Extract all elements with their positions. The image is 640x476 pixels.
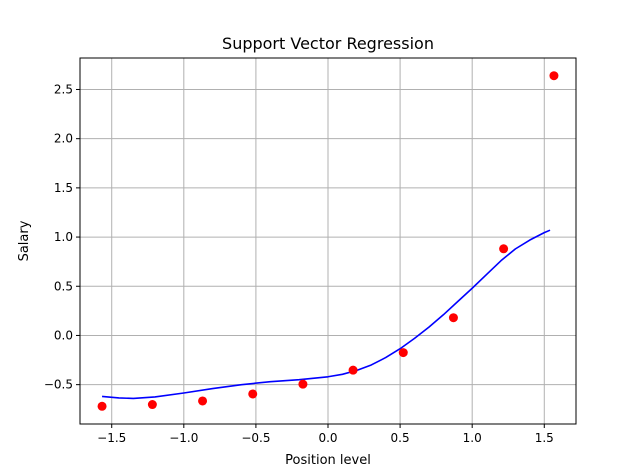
x-tick-label: −1.5 <box>97 431 126 445</box>
data-points <box>97 71 559 411</box>
data-point <box>97 401 107 411</box>
x-tick-label: 0.5 <box>391 431 410 445</box>
y-tick-label: 0.5 <box>54 279 73 293</box>
y-tick-label: 1.0 <box>54 230 73 244</box>
y-tick-label: 0.0 <box>54 328 73 342</box>
data-point <box>147 400 157 410</box>
y-tick-label: 2.0 <box>54 132 73 146</box>
x-tick-label: 0.0 <box>318 431 337 445</box>
y-tick-label: 1.5 <box>54 181 73 195</box>
y-axis-label: Salary <box>17 220 32 261</box>
data-point <box>348 365 358 375</box>
x-tick-label: −0.5 <box>241 431 270 445</box>
x-axis-label: Position level <box>285 453 371 468</box>
data-point <box>298 379 308 389</box>
x-axis-ticks: −1.5 −1.0 −0.5 0.0 0.5 1.0 1.5 <box>97 424 554 445</box>
x-tick-label: 1.0 <box>463 431 482 445</box>
data-point <box>248 389 258 399</box>
data-point <box>198 396 208 406</box>
svr-regression-line <box>101 229 551 400</box>
data-point <box>448 313 458 323</box>
y-axis-ticks: −0.5 0.0 0.5 1.0 1.5 2.0 2.5 <box>44 82 80 392</box>
chart-title: Support Vector Regression <box>222 34 434 53</box>
data-point <box>398 348 408 358</box>
y-tick-label: 2.5 <box>54 82 73 96</box>
grid <box>80 58 576 424</box>
x-tick-label: 1.5 <box>535 431 554 445</box>
data-point <box>499 244 509 254</box>
regression-line-layer <box>101 229 551 400</box>
data-point <box>549 71 559 81</box>
x-tick-label: −1.0 <box>169 431 198 445</box>
y-tick-label: −0.5 <box>44 378 73 392</box>
